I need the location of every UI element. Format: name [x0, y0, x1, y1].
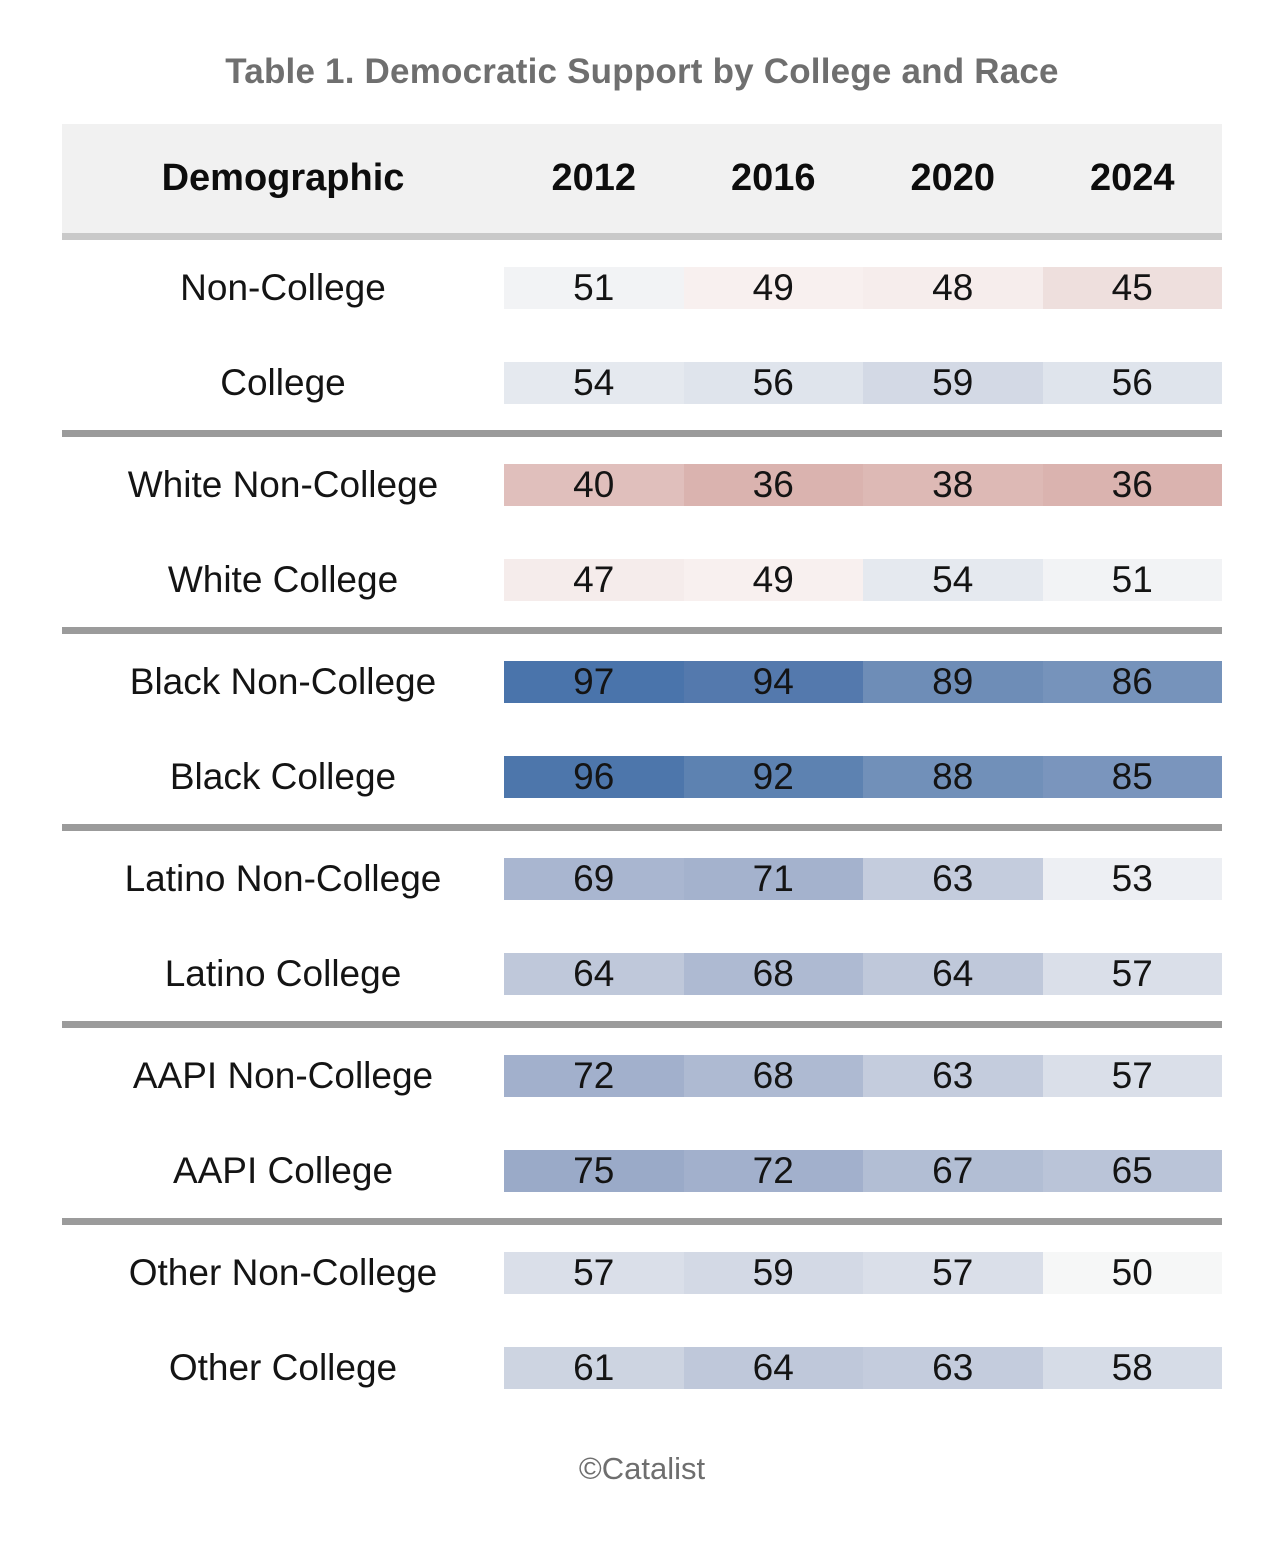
row-label: Latino College: [164, 952, 402, 994]
row-label: AAPI Non-College: [132, 1054, 434, 1096]
row-college: College 54 56 59 56: [62, 335, 1222, 430]
value-cell: 57: [1042, 952, 1222, 995]
value-cell: 56: [683, 361, 863, 404]
row-label: White Non-College: [127, 463, 439, 505]
value-cell: 40: [504, 463, 684, 506]
value-cell: 50: [1042, 1251, 1222, 1294]
row-label: Other Non-College: [128, 1251, 438, 1293]
value-cell: 57: [504, 1251, 684, 1294]
value-cell: 58: [1042, 1346, 1222, 1389]
row-white-college: White College 47 49 54 51: [62, 532, 1222, 627]
value-cell: 51: [504, 266, 684, 309]
value-cell: 96: [504, 755, 684, 798]
value-cell: 63: [863, 1054, 1043, 1097]
value-cell: 72: [504, 1054, 684, 1097]
heatmap-table: Demographic 2012 2016 2020 2024 Non-Coll…: [62, 124, 1222, 1415]
row-group-other: Other Non-College 57 59 57 50 Other Coll…: [62, 1218, 1222, 1415]
value-cell: 89: [863, 660, 1043, 703]
column-header-2012: 2012: [551, 157, 637, 199]
row-aapi-college: AAPI College 75 72 67 65: [62, 1123, 1222, 1218]
column-header-2024: 2024: [1089, 157, 1175, 199]
table-title: Table 1. Democratic Support by College a…: [225, 52, 1059, 91]
row-label: Non-College: [180, 266, 386, 308]
value-cell: 63: [863, 1346, 1043, 1389]
row-latino-non-college: Latino Non-College 69 71 63 53: [62, 831, 1222, 926]
attribution-text: ©Catalist: [578, 1451, 706, 1486]
row-black-non-college: Black Non-College 97 94 89 86: [62, 634, 1222, 729]
row-other-non-college: Other Non-College 57 59 57 50: [62, 1225, 1222, 1320]
value-cell: 45: [1042, 266, 1222, 309]
value-cell: 68: [683, 1054, 863, 1097]
value-cell: 64: [863, 952, 1043, 995]
value-cell: 49: [683, 266, 863, 309]
value-cell: 97: [504, 660, 684, 703]
value-cell: 59: [683, 1251, 863, 1294]
value-cell: 38: [863, 463, 1043, 506]
row-black-college: Black College 96 92 88 85: [62, 729, 1222, 824]
value-cell: 86: [1042, 660, 1222, 703]
header-row: Demographic 2012 2016 2020 2024: [62, 124, 1222, 240]
value-cell: 64: [683, 1346, 863, 1389]
row-label: AAPI College: [172, 1149, 394, 1191]
row-label: Black College: [169, 755, 397, 797]
value-cell: 47: [504, 558, 684, 601]
column-header-2020: 2020: [910, 157, 996, 199]
value-cell: 54: [504, 361, 684, 404]
value-cell: 49: [683, 558, 863, 601]
value-cell: 72: [683, 1149, 863, 1192]
value-cell: 36: [683, 463, 863, 506]
value-cell: 88: [863, 755, 1043, 798]
row-aapi-non-college: AAPI Non-College 72 68 63 57: [62, 1028, 1222, 1123]
row-non-college: Non-College 51 49 48 45: [62, 240, 1222, 335]
value-cell: 92: [683, 755, 863, 798]
value-cell: 69: [504, 857, 684, 900]
value-cell: 65: [1042, 1149, 1222, 1192]
column-header-2016: 2016: [730, 157, 816, 199]
value-cell: 68: [683, 952, 863, 995]
row-latino-college: Latino College 64 68 64 57: [62, 926, 1222, 1021]
column-header-demographic: Demographic: [161, 157, 405, 199]
row-label: White College: [167, 558, 399, 600]
value-cell: 59: [863, 361, 1043, 404]
value-cell: 67: [863, 1149, 1043, 1192]
value-cell: 36: [1042, 463, 1222, 506]
value-cell: 57: [1042, 1054, 1222, 1097]
row-group-aapi: AAPI Non-College 72 68 63 57 AAPI Colleg…: [62, 1021, 1222, 1218]
value-cell: 54: [863, 558, 1043, 601]
value-cell: 85: [1042, 755, 1222, 798]
value-cell: 63: [863, 857, 1043, 900]
row-other-college: Other College 61 64 63 58: [62, 1320, 1222, 1415]
value-cell: 56: [1042, 361, 1222, 404]
row-label: Latino Non-College: [124, 857, 442, 899]
row-group-white: White Non-College 40 36 38 36 White Coll…: [62, 430, 1222, 627]
value-cell: 53: [1042, 857, 1222, 900]
value-cell: 75: [504, 1149, 684, 1192]
row-group-education: Non-College 51 49 48 45 College 54 56 59…: [62, 240, 1222, 430]
value-cell: 51: [1042, 558, 1222, 601]
row-white-non-college: White Non-College 40 36 38 36: [62, 437, 1222, 532]
row-group-latino: Latino Non-College 69 71 63 53 Latino Co…: [62, 824, 1222, 1021]
value-cell: 48: [863, 266, 1043, 309]
value-cell: 57: [863, 1251, 1043, 1294]
value-cell: 64: [504, 952, 684, 995]
row-label: Other College: [168, 1346, 398, 1388]
row-label: Black Non-College: [129, 660, 437, 702]
row-group-black: Black Non-College 97 94 89 86 Black Coll…: [62, 627, 1222, 824]
value-cell: 61: [504, 1346, 684, 1389]
value-cell: 94: [683, 660, 863, 703]
value-cell: 71: [683, 857, 863, 900]
row-label: College: [220, 361, 346, 403]
